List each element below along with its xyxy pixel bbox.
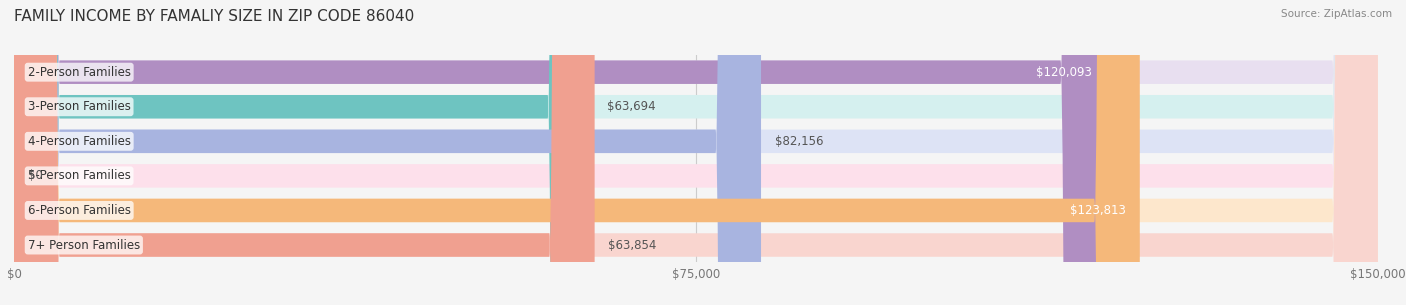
Text: 2-Person Families: 2-Person Families — [28, 66, 131, 79]
Text: 7+ Person Families: 7+ Person Families — [28, 239, 141, 252]
FancyBboxPatch shape — [14, 0, 593, 305]
FancyBboxPatch shape — [14, 0, 1378, 305]
FancyBboxPatch shape — [14, 0, 1378, 305]
FancyBboxPatch shape — [14, 0, 761, 305]
Text: 6-Person Families: 6-Person Families — [28, 204, 131, 217]
Text: 5-Person Families: 5-Person Families — [28, 169, 131, 182]
Text: 4-Person Families: 4-Person Families — [28, 135, 131, 148]
Text: $63,694: $63,694 — [607, 100, 655, 113]
FancyBboxPatch shape — [14, 0, 1140, 305]
FancyBboxPatch shape — [14, 0, 1107, 305]
Text: $63,854: $63,854 — [609, 239, 657, 252]
Text: Source: ZipAtlas.com: Source: ZipAtlas.com — [1281, 9, 1392, 19]
Text: $123,813: $123,813 — [1070, 204, 1126, 217]
Text: FAMILY INCOME BY FAMALIY SIZE IN ZIP CODE 86040: FAMILY INCOME BY FAMALIY SIZE IN ZIP COD… — [14, 9, 415, 24]
FancyBboxPatch shape — [14, 0, 1378, 305]
FancyBboxPatch shape — [14, 0, 595, 305]
FancyBboxPatch shape — [14, 0, 1378, 305]
FancyBboxPatch shape — [14, 0, 1378, 305]
Text: $82,156: $82,156 — [775, 135, 823, 148]
Text: $0: $0 — [28, 169, 42, 182]
FancyBboxPatch shape — [14, 0, 1378, 305]
Text: 3-Person Families: 3-Person Families — [28, 100, 131, 113]
Text: $120,093: $120,093 — [1036, 66, 1092, 79]
